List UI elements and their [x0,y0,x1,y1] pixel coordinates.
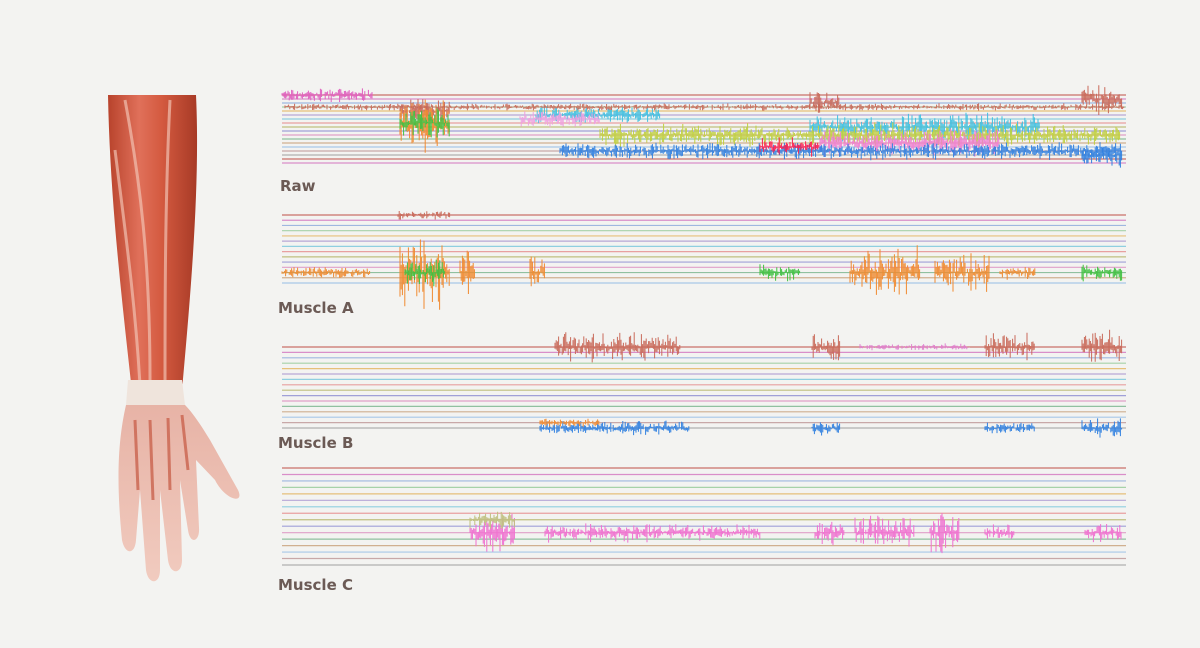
wrist-band [126,380,185,405]
emg-burst [1081,85,1123,115]
emg-burst [849,245,921,295]
emg-burst [1081,418,1123,438]
emg-burst [1081,329,1123,362]
emg-burst [814,521,845,546]
emg-burst [544,523,761,543]
emg-burst [1081,143,1123,168]
arm-illustration [108,95,240,582]
emg-burst [929,513,960,554]
forearm [108,95,198,392]
emg-burst [984,524,1015,539]
emg-burst [811,334,841,361]
panel-label: Raw [280,177,316,195]
hand [118,405,240,582]
emg-burst [539,418,600,427]
emg-burst [811,422,841,436]
emg-burst [759,264,801,282]
tendons [113,99,172,386]
emg-burst [809,112,1040,142]
emg-burst [1081,264,1123,282]
emg-burst [404,259,446,287]
emg-burst [284,103,1125,111]
emg-burst [519,111,600,128]
emg-burst [469,511,515,529]
emg-burst [984,332,1035,361]
emg-burst [399,107,450,138]
emg-burst [469,513,515,552]
emg-burst [1084,524,1122,543]
emg-burst [397,211,451,220]
emg-burst [984,422,1035,434]
emg-burst [859,343,970,351]
panel-label: Muscle A [278,299,354,317]
emg-burst [759,137,820,157]
emg-burst [809,92,840,113]
emg-burst [281,88,373,102]
emg-burst [529,256,545,287]
panel-label: Muscle C [278,576,353,594]
emg-burst [999,267,1036,280]
emg-burst [854,515,915,547]
hand-tendons [133,414,190,501]
panel-label: Muscle B [278,434,353,452]
emg-burst [819,128,1000,157]
emg-burst [459,250,475,294]
emg-burst [934,253,990,292]
emg-traces [281,85,1126,566]
emg-burst [559,142,1120,161]
emg-burst [599,122,1121,148]
emg-burst [281,267,371,278]
emg-burst [539,420,690,436]
emg-burst [554,332,681,363]
